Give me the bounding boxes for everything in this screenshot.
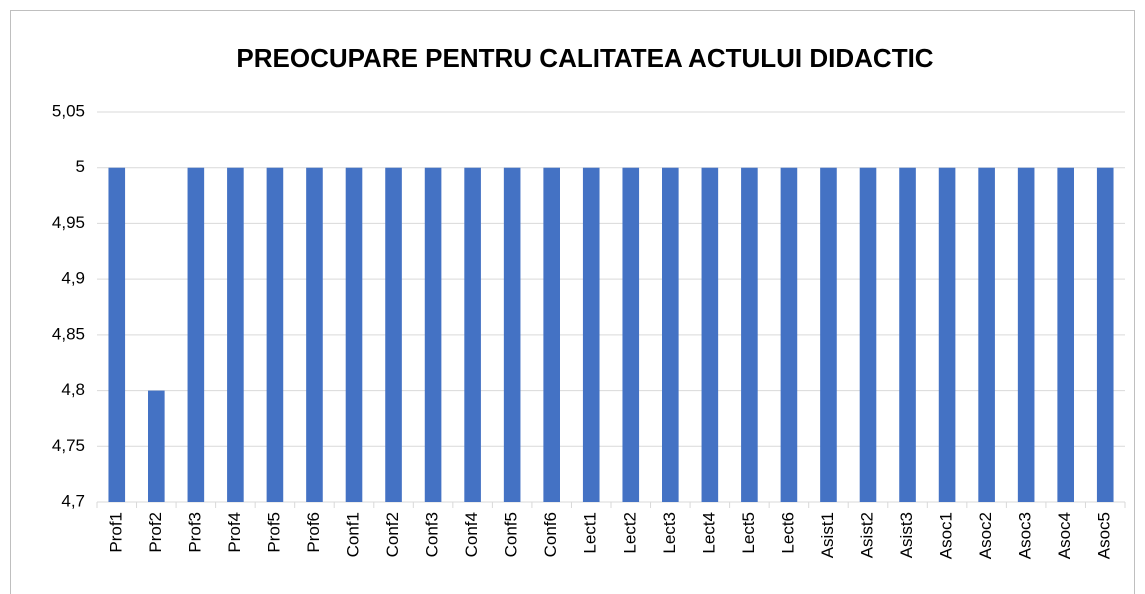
x-tick-label: Prof4 (225, 512, 244, 553)
bar (1017, 167, 1035, 502)
bar (503, 167, 521, 502)
x-tick-label: Lect4 (699, 512, 718, 554)
bar (148, 390, 165, 502)
bar (899, 167, 916, 502)
bar (187, 167, 205, 502)
chart-title: PREOCUPARE PENTRU CALITATEA ACTULUI DIDA… (236, 43, 933, 73)
x-tick-label: Asoc4 (1055, 512, 1074, 559)
bar (1057, 167, 1074, 502)
x-tick-label: Prof1 (106, 512, 125, 553)
bar (385, 167, 402, 502)
bar (108, 167, 126, 502)
x-tick-label: Asoc5 (1095, 512, 1114, 559)
y-tick-label: 4,95 (52, 213, 85, 232)
bar (266, 167, 284, 502)
bar (662, 167, 679, 502)
x-tick-label: Conf6 (541, 512, 560, 557)
bar (859, 167, 877, 502)
bar (741, 167, 758, 502)
bar (424, 167, 442, 502)
x-tick-label: Lect6 (778, 512, 797, 554)
x-tick-label: Asist1 (818, 512, 837, 558)
y-tick-label: 4,75 (52, 436, 85, 455)
bar (701, 167, 719, 502)
bar (780, 167, 798, 502)
x-tick-label: Lect2 (620, 512, 639, 554)
x-tick-label: Asoc2 (976, 512, 995, 559)
x-tick-label: Prof5 (264, 512, 283, 553)
y-tick-label: 4,9 (61, 269, 85, 288)
bar (622, 167, 640, 502)
x-tick-label: Lect5 (739, 512, 758, 554)
bar (978, 167, 995, 502)
x-tick-label: Prof2 (146, 512, 165, 553)
bar (227, 167, 244, 502)
bar (1096, 167, 1114, 502)
x-tick-label: Conf1 (343, 512, 362, 557)
x-tick-label: Lect1 (581, 512, 600, 554)
bar (938, 167, 956, 502)
y-tick-label: 4,8 (61, 380, 85, 399)
x-tick-label: Conf3 (423, 512, 442, 557)
x-tick-label: Conf2 (383, 512, 402, 557)
bar (820, 167, 837, 502)
x-tick-label: Asist2 (857, 512, 876, 558)
bar (543, 167, 560, 502)
x-tick-label: Asoc3 (1016, 512, 1035, 559)
x-tick-label: Conf5 (502, 512, 521, 557)
y-tick-label: 5 (76, 157, 85, 176)
y-tick-label: 4,7 (61, 491, 85, 510)
bar (464, 167, 481, 502)
y-tick-label: 4,85 (52, 324, 85, 343)
bar (345, 167, 363, 502)
x-tick-label: Prof6 (304, 512, 323, 553)
x-tick-label: Lect3 (660, 512, 679, 554)
y-tick-label: 5,05 (52, 101, 85, 120)
bar (582, 167, 600, 502)
x-tick-label: Asist3 (897, 512, 916, 558)
bar (306, 167, 323, 502)
x-tick-label: Asoc1 (937, 512, 956, 559)
x-tick-label: Prof3 (185, 512, 204, 553)
x-tick-label: Conf4 (462, 512, 481, 557)
chart-border (10, 10, 1135, 594)
